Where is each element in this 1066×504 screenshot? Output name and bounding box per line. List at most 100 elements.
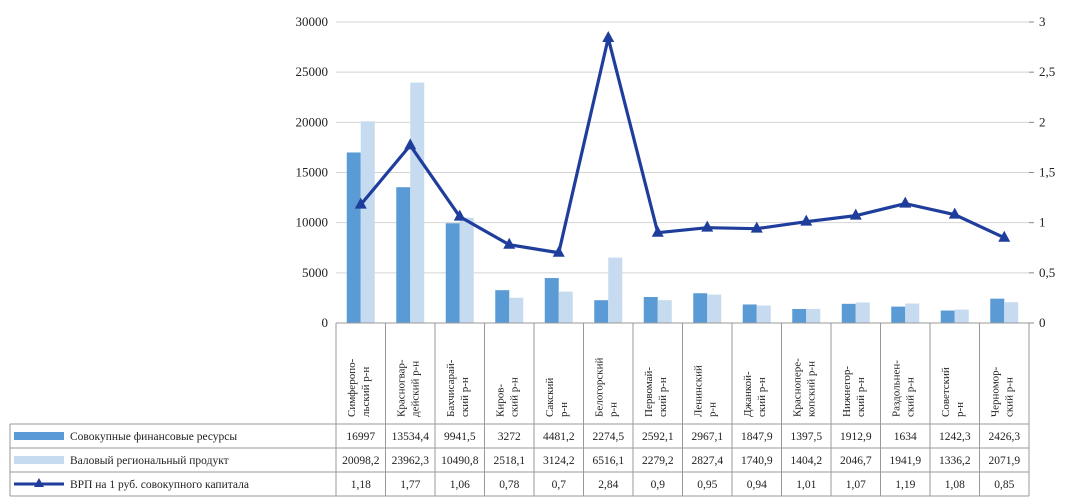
data-label: 2592,1 [642,431,674,443]
y-left-tick-label: 10000 [296,215,329,230]
bar-grp [360,121,375,324]
bar-financial-resources [643,296,658,323]
category-label: копский р-н [805,361,817,417]
line-marker-triangle [404,138,417,150]
bar-financial-resources [990,298,1005,323]
data-label: 3272 [498,431,521,443]
category-label: дейский р-н [409,361,421,417]
category-label: Красногвар- [395,359,407,417]
category-label: Симферопо- [346,358,358,417]
data-label: 16997 [346,431,375,443]
category-label: Бахчисарай- [445,359,457,417]
legend-swatch [14,456,64,464]
y-right-tick-label: 3 [1039,14,1046,29]
y-left-tick-label: 5000 [302,265,328,280]
category-label: ский р-н [855,377,867,417]
legend-label: Совокупные финансовые ресурсы [70,431,237,443]
category-label: Черномор- [989,366,1001,417]
data-label: 13534,4 [392,431,430,443]
category-label: Сакский [544,378,556,417]
line-marker-triangle [998,230,1011,242]
category-label: Раздольнен- [890,360,902,417]
y-left-tick-label: 20000 [296,114,329,129]
bar-financial-resources [891,306,906,323]
data-label: 6516,1 [592,455,624,467]
data-label: 0,7 [552,479,567,491]
line-marker-triangle [750,221,763,233]
data-label: 1336,2 [939,455,971,467]
data-label: 1,07 [846,479,866,491]
data-label: 1941,9 [889,455,921,467]
data-label: 0,85 [994,479,1014,491]
category-label: Белогорский [593,357,605,417]
category-label: р-н [954,402,966,417]
data-label: 3124,2 [543,455,575,467]
y-left-tick-label: 0 [322,315,329,330]
bar-financial-resources [396,187,411,323]
legend-label: ВРП на 1 руб. совокупного капитала [70,479,249,491]
bar-financial-resources [792,308,807,323]
category-label: Джанкой- [742,371,754,417]
data-label: 20098,2 [342,455,380,467]
bar-financial-resources [495,290,510,323]
data-label: 1,18 [351,479,371,491]
y-right-tick-label: 1 [1039,215,1046,230]
data-label: 2426,3 [988,431,1020,443]
data-label: 1634 [894,431,917,443]
bar-grp [608,257,623,323]
data-label: 2071,9 [988,455,1020,467]
line-marker-triangle [552,245,565,257]
bar-grp [905,303,920,323]
line-marker-triangle [948,207,961,219]
data-label: 0,78 [499,479,519,491]
bar-financial-resources [445,223,460,323]
category-label: р-н [558,402,570,417]
category-label: ский р-н [756,377,768,417]
data-label: 10490,8 [441,455,479,467]
data-label: 1242,3 [939,431,971,443]
category-label: Киров- [494,384,506,417]
legend-label: Валовый региональный продукт [70,455,229,467]
category-label: ский р-н [459,377,471,417]
data-table: Симферопо-льский р-н Красногвар-дейский р… [9,322,1030,497]
category-label: р-н [706,402,718,417]
line-marker-triangle [354,197,367,209]
data-label: 1,01 [796,479,816,491]
category-label: р-н [607,402,619,417]
y-right-tick-label: 2 [1039,114,1046,129]
bar-grp [459,217,474,323]
data-label: 1,19 [895,479,915,491]
bar-financial-resources [594,300,609,323]
data-label: 4481,2 [543,431,575,443]
bar-financial-resources [742,304,757,323]
data-label: 2,84 [598,479,618,491]
category-label: Красноперe- [791,358,803,417]
line-marker-triangle [453,209,466,221]
line-marker-triangle [849,208,862,220]
category-label: Нижнегор- [841,366,853,417]
data-label: 2279,2 [642,455,674,467]
bar-grp [509,297,524,323]
line-marker-triangle [651,225,664,237]
bar-financial-resources [940,310,955,323]
line-marker-triangle [899,196,912,208]
y-right-tick-label: 1,5 [1039,165,1055,180]
y-right-tick-label: 0,5 [1039,265,1055,280]
category-label: Ленинский [692,365,704,417]
bar-financial-resources [544,278,559,323]
bar-grp [657,300,672,323]
bar-grp [954,309,969,323]
data-label: 1,08 [945,479,965,491]
data-label: 1740,9 [741,455,773,467]
line-marker-triangle [503,237,516,249]
bar-financial-resources [841,303,856,323]
category-label: ский р-н [904,377,916,417]
legend-marker-triangle [34,478,44,487]
bar-grp [707,294,722,323]
data-label: 2967,1 [691,431,723,443]
bar-grp [1004,302,1019,323]
bar-grp [855,302,870,323]
data-label: 1847,9 [741,431,773,443]
category-label: ский р-н [508,377,520,417]
